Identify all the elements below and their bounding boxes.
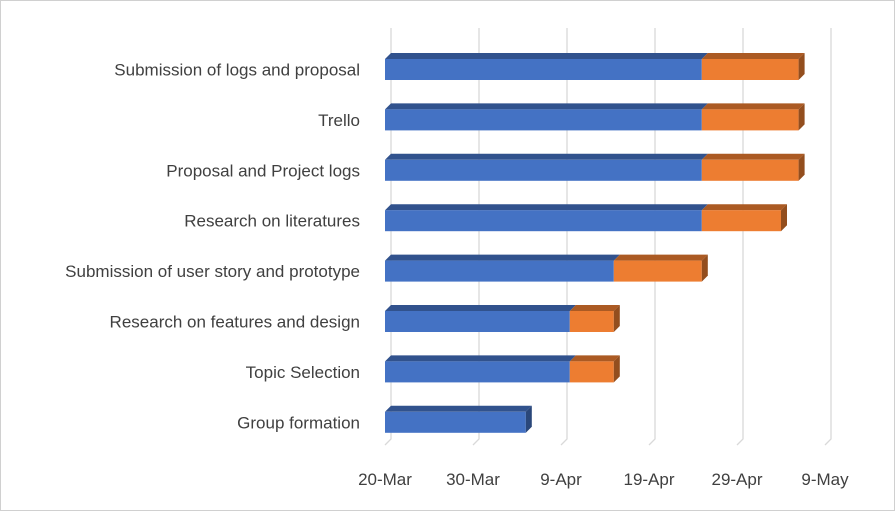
bar-planned — [385, 260, 614, 282]
bar-side-face — [798, 53, 805, 80]
bar-side-face — [701, 254, 708, 282]
bar-planned — [385, 311, 570, 332]
x-tick-label: 9-Apr — [540, 470, 582, 489]
bar-extension — [701, 159, 799, 181]
category-label: Topic Selection — [246, 363, 360, 382]
bar-planned — [385, 210, 702, 232]
x-tick-label: 20-Mar — [358, 470, 412, 489]
bar-planned — [385, 109, 702, 131]
x-tick-label: 29-Apr — [711, 470, 762, 489]
category-label: Research on literatures — [184, 212, 360, 231]
bar-top-face — [385, 103, 708, 110]
x-tick-label: 19-Apr — [623, 470, 674, 489]
x-tick-label: 30-Mar — [446, 470, 500, 489]
bar-side-face — [525, 405, 532, 433]
bar-side-face — [613, 305, 620, 332]
bar-planned — [385, 159, 702, 181]
bar-planned — [385, 411, 526, 433]
bar-top-face — [385, 204, 708, 211]
bar-top-face — [701, 103, 805, 110]
bar-top-face — [385, 153, 708, 160]
gridline — [560, 28, 568, 446]
bar-extension — [569, 361, 614, 383]
bar-top-face — [701, 204, 787, 211]
category-label: Research on features and design — [110, 313, 360, 332]
category-label: Group formation — [237, 413, 360, 432]
bar-extension — [701, 59, 799, 80]
bar-planned — [385, 361, 570, 383]
category-label: Proposal and Project logs — [166, 161, 360, 180]
bar-top-face — [385, 254, 620, 261]
category-label: Submission of logs and proposal — [114, 61, 360, 80]
bar-planned — [385, 59, 702, 80]
gridline — [736, 28, 744, 446]
bar-extension — [613, 260, 702, 282]
gridline — [824, 28, 832, 446]
bar-side-face — [798, 153, 805, 181]
x-tick-label: 9-May — [801, 470, 849, 489]
bar-top-face — [569, 355, 620, 362]
bar-top-face — [701, 153, 805, 160]
bar-extension — [569, 311, 614, 332]
bar-side-face — [781, 204, 787, 232]
bar-top-face — [385, 355, 576, 362]
category-label: Submission of user story and prototype — [65, 262, 360, 281]
gridline — [472, 28, 480, 446]
bar-side-face — [613, 355, 620, 383]
bar-top-face — [701, 53, 805, 59]
category-label: Trello — [318, 111, 360, 130]
bar-top-face — [385, 405, 532, 412]
bar-top-face — [613, 254, 708, 261]
bar-top-face — [569, 305, 620, 311]
bar-extension — [701, 210, 781, 232]
bar-top-face — [385, 305, 576, 311]
bar-extension — [701, 109, 799, 131]
gridline — [648, 28, 656, 446]
gridline — [384, 28, 392, 446]
bar-top-face — [385, 53, 708, 59]
bar-side-face — [798, 103, 805, 131]
